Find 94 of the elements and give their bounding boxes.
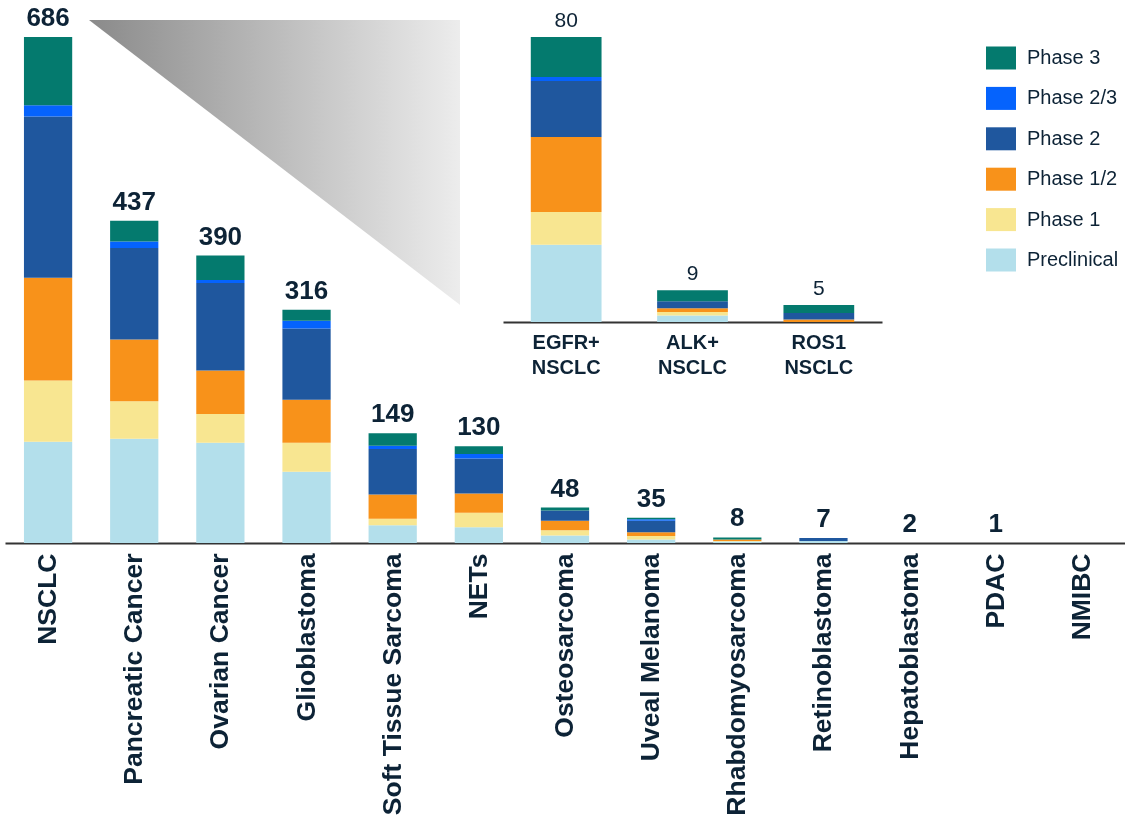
bar — [454, 458, 503, 494]
bar — [627, 539, 676, 543]
bar — [368, 518, 417, 526]
legend-label: Phase 2 — [1027, 126, 1101, 149]
annotation: 1 — [988, 508, 1003, 538]
bar — [540, 535, 590, 543]
annotation: 2 — [902, 508, 917, 538]
bar — [110, 438, 159, 543]
bar — [540, 510, 590, 521]
legend-label: Phase 2/3 — [1027, 86, 1118, 109]
bar — [368, 445, 417, 449]
legend-label: Phase 1 — [1027, 207, 1101, 230]
bar — [282, 320, 331, 329]
bar — [799, 537, 848, 541]
bar — [110, 401, 159, 439]
x-tick-label: Pancreatic Cancer — [118, 553, 149, 785]
bar — [657, 315, 728, 322]
legend-label: Phase 1/2 — [1027, 167, 1118, 190]
bar — [657, 301, 728, 309]
bar — [282, 471, 331, 543]
bar — [368, 525, 417, 543]
x-tick-label: NETs — [462, 553, 493, 620]
bar — [454, 493, 503, 513]
bar — [540, 507, 590, 511]
bar — [23, 37, 73, 106]
annotation: 149 — [371, 398, 415, 429]
x-tick-label: Osteosarcoma — [549, 553, 579, 738]
bar — [23, 277, 73, 381]
bar — [110, 220, 159, 242]
bar — [368, 494, 417, 519]
bar — [530, 137, 602, 212]
bar — [110, 248, 159, 340]
annotation: 8 — [730, 502, 745, 533]
x-tick-label: ROS1 NSCLC — [784, 330, 854, 378]
bar — [23, 441, 73, 543]
annotation: 437 — [112, 185, 156, 216]
bar — [627, 520, 676, 533]
bar — [783, 304, 855, 313]
x-tick-label: Glioblastoma — [290, 553, 321, 722]
x-tick-label: ALK+ NSCLC — [658, 330, 727, 378]
bar — [23, 380, 73, 442]
bar — [530, 244, 602, 322]
bar — [110, 339, 159, 402]
bar — [540, 530, 590, 536]
x-tick-label: Ovarian Cancer — [204, 553, 235, 750]
bar — [783, 312, 855, 320]
bar — [282, 399, 331, 443]
legend-label: Preclinical — [1027, 248, 1119, 270]
bar — [196, 279, 245, 283]
bar — [454, 527, 503, 543]
annotation: 9 — [686, 261, 699, 285]
bar — [657, 308, 728, 313]
bar — [196, 255, 245, 280]
bar — [196, 442, 245, 543]
x-tick-label: Hepatoblastoma — [893, 553, 924, 760]
x-tick-label: NMIBC — [1065, 553, 1096, 641]
annotation: 316 — [284, 274, 329, 305]
bar — [530, 37, 602, 77]
x-tick-label: Uveal Melanoma — [635, 553, 666, 762]
bar — [627, 532, 676, 536]
bar — [23, 105, 73, 117]
bar — [657, 290, 728, 302]
annotation: 48 — [550, 472, 580, 503]
bar — [368, 448, 417, 495]
bar — [783, 319, 855, 322]
annotation: 80 — [554, 8, 578, 31]
bar — [282, 328, 331, 400]
bar — [454, 446, 503, 454]
annotation: 5 — [812, 275, 825, 299]
bar — [530, 76, 602, 81]
legend-label: Phase 3 — [1027, 46, 1101, 68]
annotation: 7 — [816, 502, 831, 533]
bar — [368, 433, 417, 446]
annotation: 390 — [198, 220, 243, 251]
bar — [23, 116, 73, 278]
x-tick-label: Soft Tissue Sarcoma — [376, 553, 407, 816]
x-tick-label: PDAC — [979, 553, 1010, 629]
x-tick-label: EGFR+ NSCLC — [531, 330, 601, 378]
x-tick-label: Retinoblastoma — [807, 553, 838, 753]
bar — [530, 80, 602, 138]
bar — [196, 282, 245, 371]
annotation: 35 — [636, 482, 666, 513]
x-tick-label: NSCLC — [32, 553, 63, 645]
x-tick-label: Rhabdomyosarcoma — [721, 553, 752, 816]
bar — [454, 512, 503, 528]
bar — [540, 520, 590, 531]
bar — [282, 309, 331, 321]
bar — [530, 211, 602, 245]
annotation: 686 — [26, 2, 70, 32]
annotation: 130 — [457, 411, 501, 442]
bar — [196, 413, 245, 443]
bar — [282, 442, 331, 472]
bar — [196, 370, 245, 414]
bar — [110, 241, 159, 248]
